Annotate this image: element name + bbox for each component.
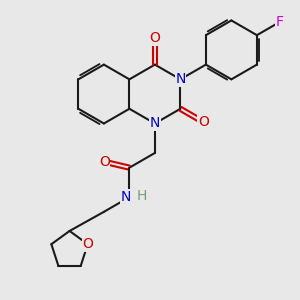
Text: N: N <box>121 190 131 204</box>
Text: O: O <box>99 155 110 169</box>
Text: O: O <box>82 237 93 251</box>
Text: F: F <box>276 15 284 29</box>
Text: O: O <box>198 115 209 129</box>
Text: N: N <box>150 116 160 130</box>
Text: O: O <box>149 31 160 45</box>
Text: N: N <box>175 72 186 86</box>
Text: H: H <box>136 189 147 202</box>
